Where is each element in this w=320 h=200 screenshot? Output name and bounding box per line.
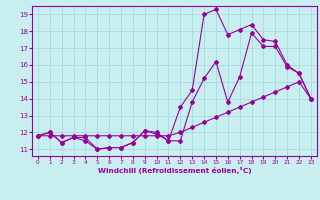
X-axis label: Windchill (Refroidissement éolien,°C): Windchill (Refroidissement éolien,°C) (98, 167, 251, 174)
